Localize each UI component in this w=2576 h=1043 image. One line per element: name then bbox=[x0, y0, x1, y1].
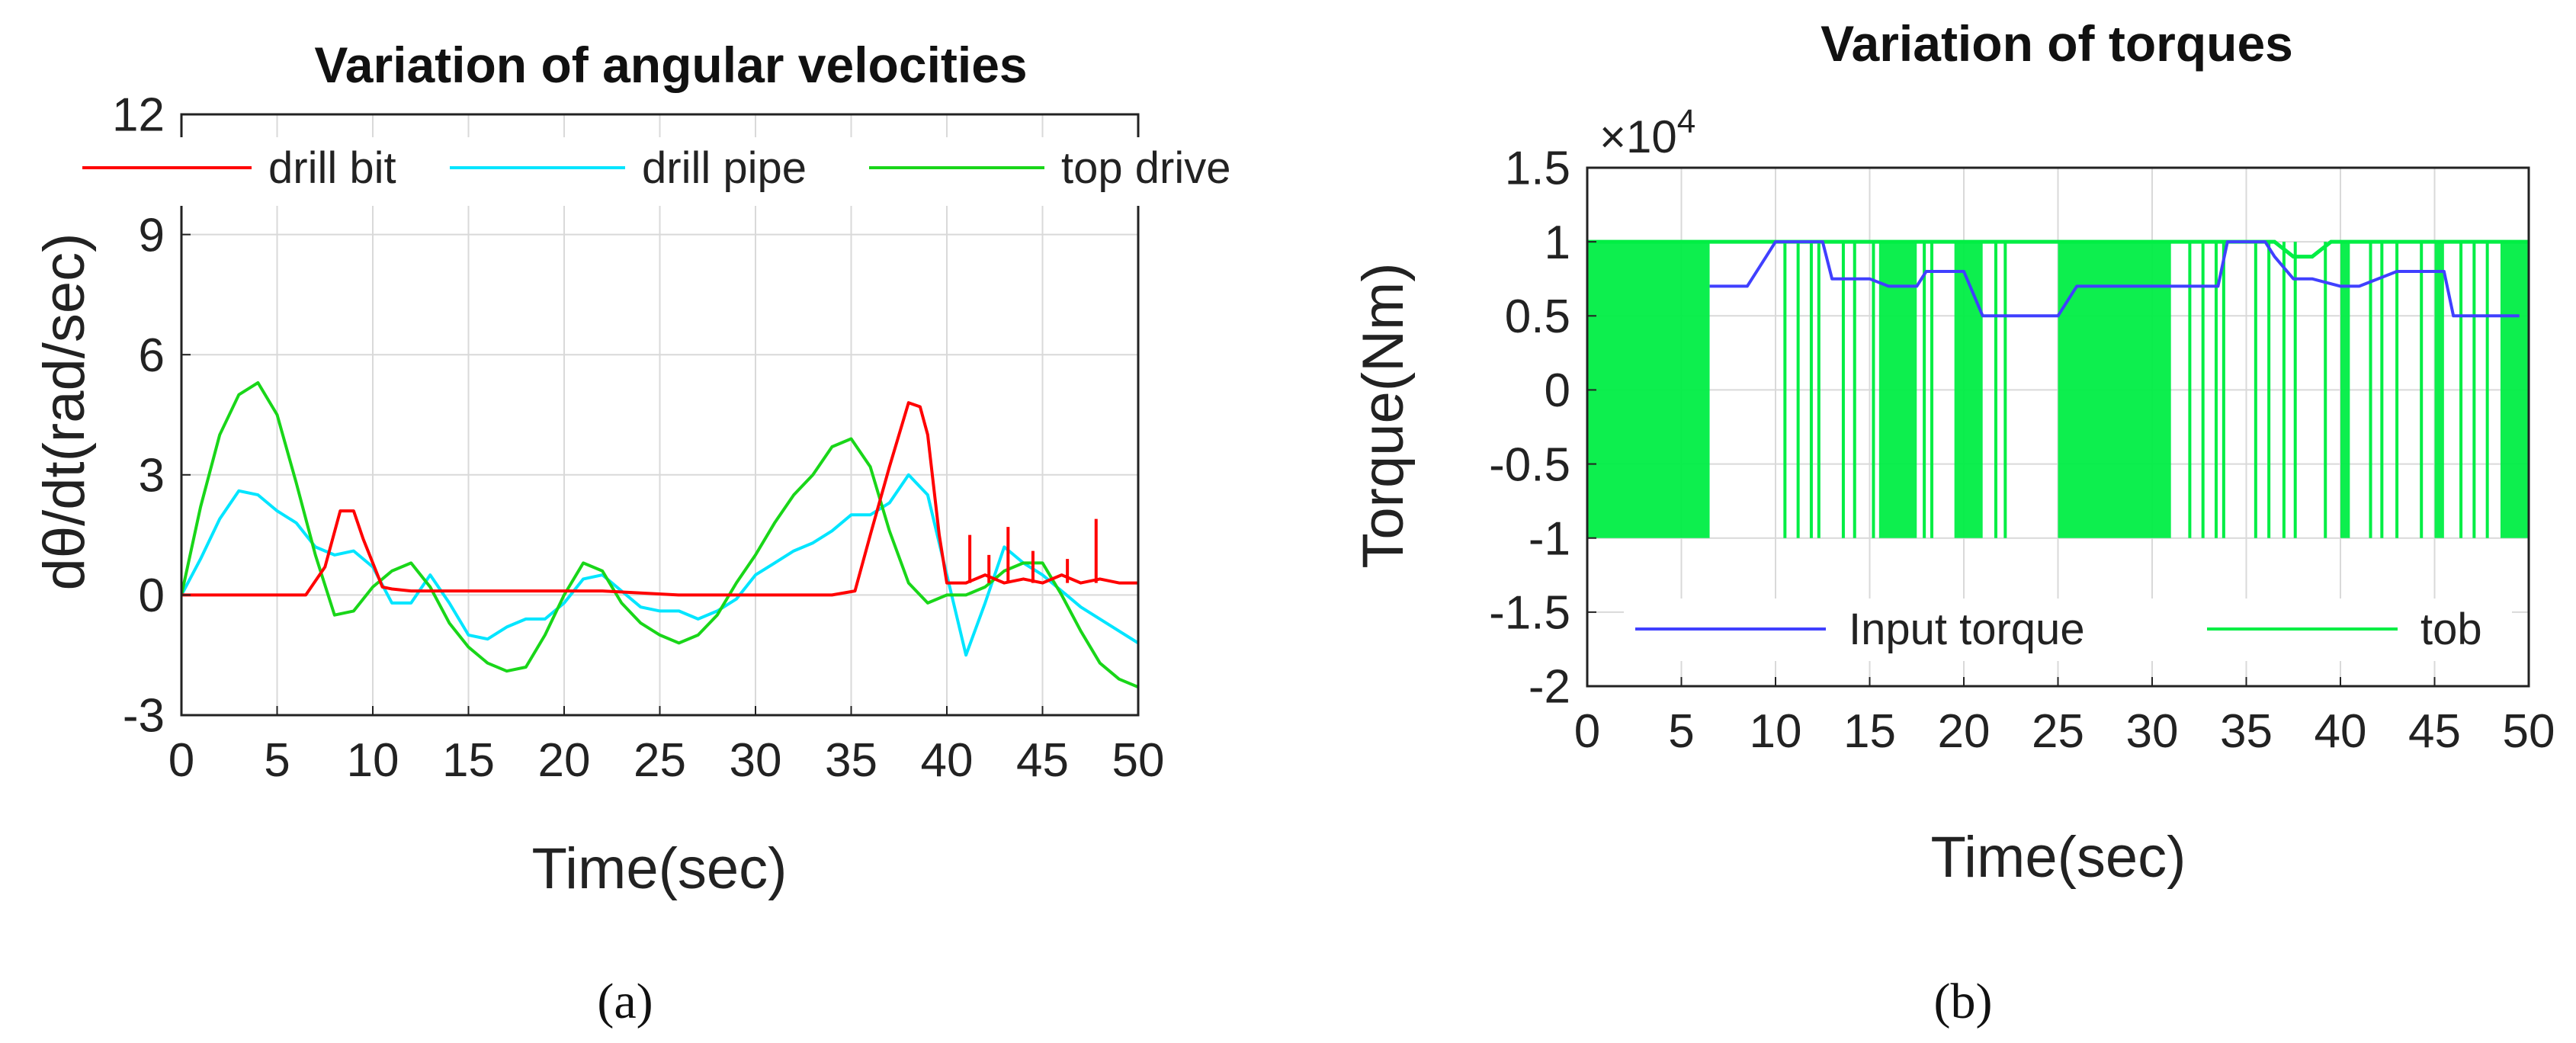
chart-a-series-top-drive bbox=[181, 381, 1138, 689]
chart-b-ytick-label: -1 bbox=[1529, 512, 1570, 565]
chart-b-tob-dense-band bbox=[2340, 242, 2350, 538]
chart-b-multiplier-exponent: 4 bbox=[1677, 103, 1695, 140]
chart-b-xtick-label: 25 bbox=[2032, 705, 2084, 758]
chart-b-xtick-label: 30 bbox=[2126, 705, 2179, 758]
chart-b-ytick-label: 1 bbox=[1545, 217, 1570, 269]
chart-b-series-input-torque bbox=[1709, 240, 2520, 318]
chart-a-legend-label-drill-pipe: drill pipe bbox=[642, 143, 807, 193]
chart-a-xtick-label: 10 bbox=[347, 734, 399, 787]
chart-b-xtick-label: 50 bbox=[2503, 705, 2555, 758]
chart-b-xtick-label: 20 bbox=[1938, 705, 1991, 758]
chart-a-ytick-label: 9 bbox=[139, 209, 165, 262]
chart-a-legend-label-top-drive: top drive bbox=[1061, 143, 1230, 193]
chart-b-ytick-label: 0.5 bbox=[1505, 290, 1570, 343]
chart-b-ylabel: Torque(Nm) bbox=[1351, 262, 1416, 568]
chart-b-tob-dense-band bbox=[2058, 242, 2171, 538]
chart-a-ylabel: dθ/dt(rad/sec) bbox=[32, 233, 97, 591]
chart-a-ytick-label: 0 bbox=[139, 570, 165, 622]
chart-a-series bbox=[181, 381, 1138, 689]
chart-a-title: Variation of angular velocities bbox=[314, 37, 1027, 93]
chart-a-ytick-label: -3 bbox=[123, 690, 165, 743]
chart-b-tob-dense-band bbox=[2500, 242, 2529, 538]
chart-b-legend: Input torque tob bbox=[1624, 599, 2512, 661]
chart-b-xtick-label: 35 bbox=[2220, 705, 2273, 758]
chart-a-xtick-label: 25 bbox=[634, 734, 686, 787]
chart-b-tob-dense-band bbox=[1587, 242, 1710, 538]
chart-b-tob-dense-band bbox=[1954, 242, 1983, 538]
chart-a-series-drill-pipe bbox=[181, 473, 1138, 657]
chart-b: 0 5 10 15 20 25 30 35 40 45 50 -2 -1.5 -1 -0.5 0 0.5 1 1.5… bbox=[1351, 15, 2555, 1029]
chart-b-legend-label-tob: tob bbox=[2420, 605, 2482, 654]
chart-b-tob-dense-band bbox=[2434, 242, 2444, 538]
chart-a-xtick-label: 50 bbox=[1112, 734, 1165, 787]
chart-a-xtick-label: 30 bbox=[730, 734, 782, 787]
chart-a-xtick-label: 45 bbox=[1016, 734, 1069, 787]
chart-a-xtick-label: 20 bbox=[538, 734, 591, 787]
chart-a-xtick-label: 5 bbox=[264, 734, 290, 787]
chart-a-legend: drill bit drill pipe top drive bbox=[76, 137, 1273, 206]
chart-a-xlabel: Time(sec) bbox=[532, 836, 788, 901]
chart-b-title: Variation of torques bbox=[1821, 15, 2293, 72]
chart-a-legend-label-drill-bit: drill bit bbox=[268, 143, 396, 193]
chart-a-ytick-label: 3 bbox=[139, 450, 165, 502]
chart-a-legend-box bbox=[76, 137, 1273, 206]
chart-b-tob-dense-band bbox=[1878, 242, 1917, 538]
chart-b-xlabel: Time(sec) bbox=[1931, 825, 2186, 890]
chart-b-ytick-label: 1.5 bbox=[1505, 143, 1570, 195]
chart-b-xtick-label: 45 bbox=[2408, 705, 2461, 758]
chart-b-multiplier: ×104 bbox=[1599, 103, 1695, 162]
chart-b-xtick-label: 15 bbox=[1843, 705, 1896, 758]
chart-b-ytick-label: -0.5 bbox=[1489, 438, 1570, 491]
chart-a-ytick-label: 12 bbox=[112, 89, 165, 142]
chart-a-xtick-label: 40 bbox=[921, 734, 974, 787]
chart-b-xtick-label: 40 bbox=[2315, 705, 2367, 758]
chart-b-xtick-label: 5 bbox=[1668, 705, 1694, 758]
chart-a-xtick-label: 0 bbox=[168, 734, 194, 787]
chart-b-caption: (b) bbox=[1934, 974, 1993, 1029]
chart-b-xtick-label: 10 bbox=[1750, 705, 1802, 758]
chart-b-legend-label-input-torque: Input torque bbox=[1849, 605, 2085, 654]
chart-b-ytick-label: -1.5 bbox=[1489, 587, 1570, 640]
chart-b-ticks: 0 5 10 15 20 25 30 35 40 45 50 -2 -1.5 -1 -0.5 0 0.5 1 1.5 bbox=[1489, 143, 2555, 758]
chart-a-ytick-label: 6 bbox=[139, 329, 165, 382]
chart-a-caption: (a) bbox=[597, 974, 653, 1029]
chart-b-ytick-label: -2 bbox=[1529, 661, 1570, 714]
chart-b-multiplier-base: ×10 bbox=[1599, 111, 1677, 162]
chart-a-series-drill-bit bbox=[181, 401, 1138, 597]
chart-b-xtick-label: 0 bbox=[1574, 705, 1600, 758]
chart-a-xtick-label: 15 bbox=[442, 734, 495, 787]
chart-b-ytick-label: 0 bbox=[1545, 364, 1570, 417]
chart-a-xtick-label: 35 bbox=[825, 734, 877, 787]
chart-b-series bbox=[1587, 239, 2529, 538]
